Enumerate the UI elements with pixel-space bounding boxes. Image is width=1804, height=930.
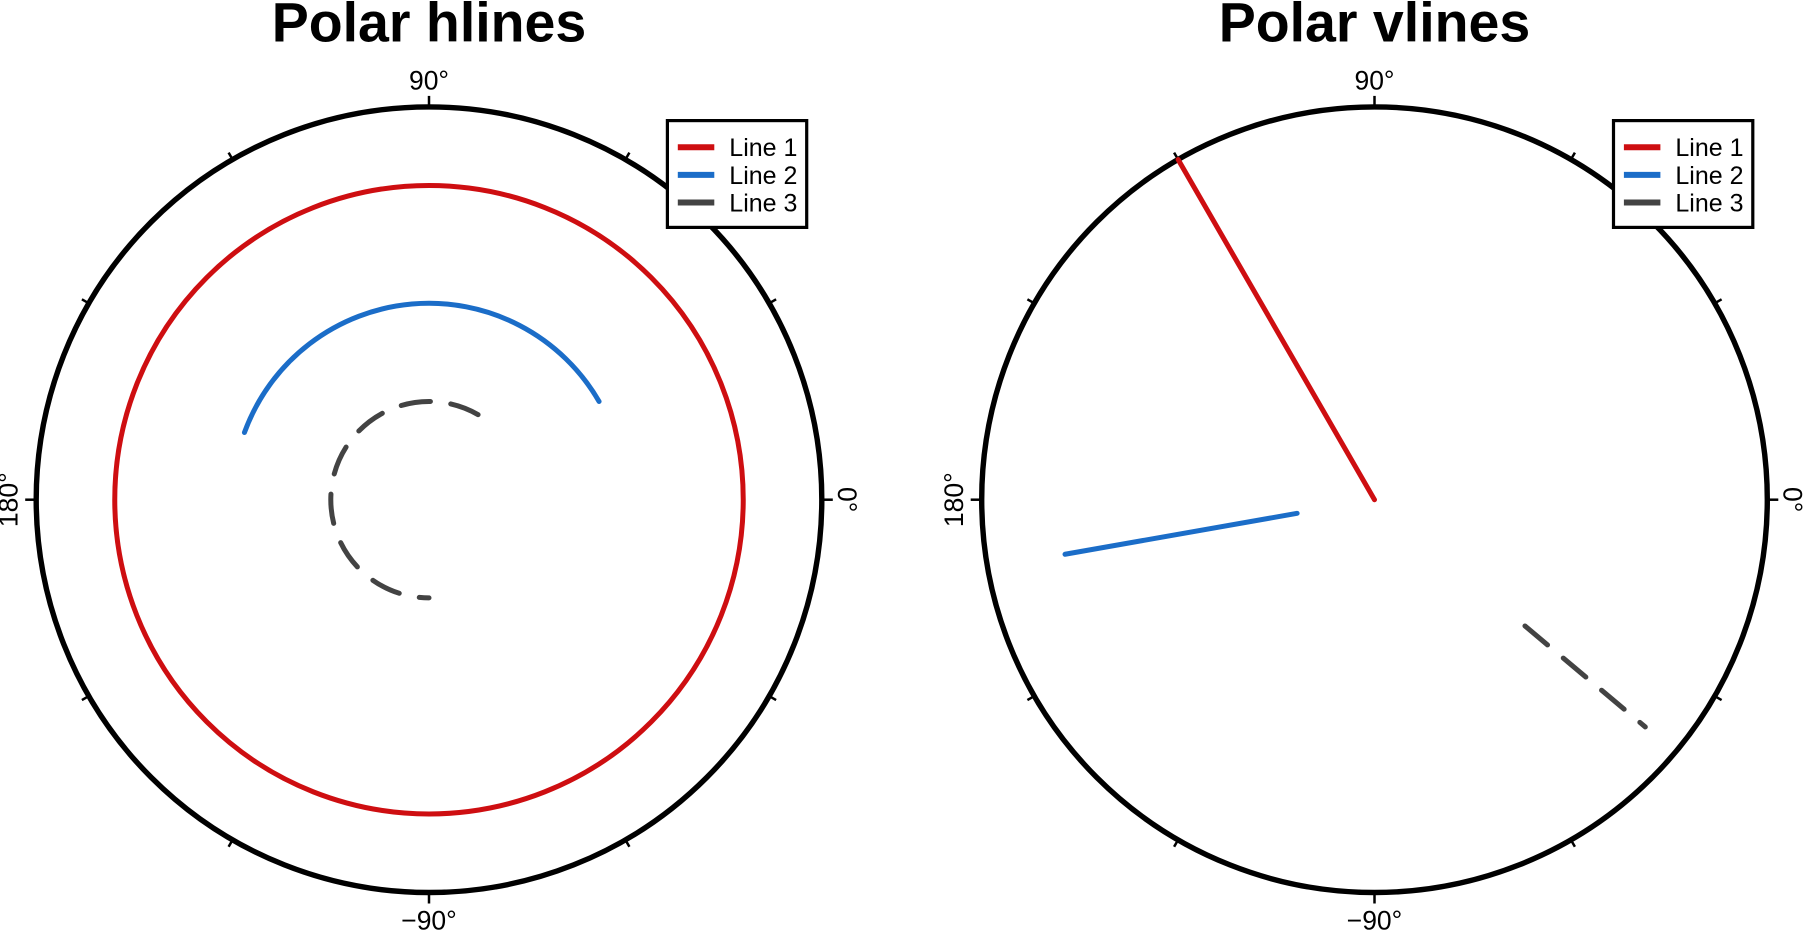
svg-text:−90°: −90° (401, 906, 457, 930)
svg-text:Line 2: Line 2 (1675, 162, 1743, 190)
svg-text:Polar hlines: Polar hlines (272, 0, 587, 54)
svg-text:0°: 0° (832, 487, 862, 512)
svg-text:Line 3: Line 3 (1675, 190, 1743, 218)
svg-text:Line 2: Line 2 (729, 162, 797, 190)
svg-text:Line 3: Line 3 (729, 190, 797, 218)
svg-text:180°: 180° (0, 472, 24, 527)
svg-text:90°: 90° (1354, 66, 1394, 96)
svg-text:Polar vlines: Polar vlines (1219, 0, 1531, 54)
svg-text:−90°: −90° (1347, 906, 1403, 930)
svg-text:Line 1: Line 1 (1675, 134, 1743, 162)
svg-text:Line 1: Line 1 (729, 134, 797, 162)
svg-text:0°: 0° (1777, 487, 1804, 512)
svg-text:180°: 180° (939, 472, 969, 527)
svg-text:90°: 90° (409, 66, 449, 96)
